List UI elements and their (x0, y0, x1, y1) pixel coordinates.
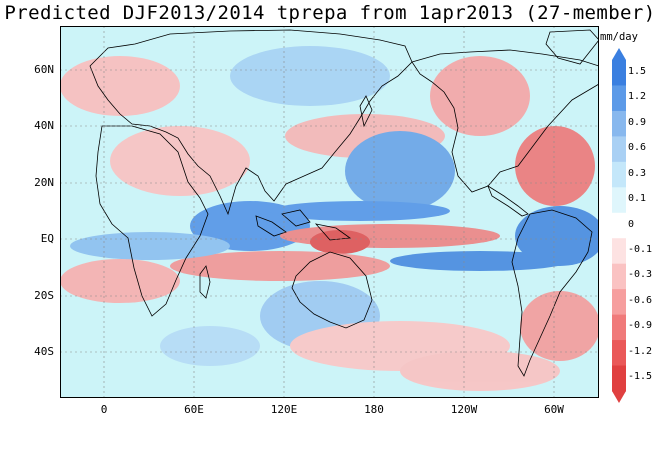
continents (89, 29, 599, 377)
dry-patch (400, 351, 560, 391)
colorbar-label: 0 (628, 218, 635, 230)
colorbar-label: -0.9 (628, 320, 653, 332)
maritime-continent (255, 209, 352, 241)
colorbar-segment (612, 340, 626, 367)
dry-patch (60, 56, 180, 116)
colorbar-segment (612, 212, 626, 239)
japan-coastline (359, 95, 373, 128)
colorbar (612, 48, 626, 403)
colorbar-label: 0.9 (628, 116, 647, 128)
colorbar-label: -0.6 (628, 294, 653, 306)
colorbar-segment (612, 365, 626, 392)
lon-label-0: 0 (100, 403, 108, 416)
colorbar-segment (612, 263, 626, 290)
colorbar-bottom-arrow (612, 391, 626, 403)
central-america-coastline (487, 185, 529, 217)
dry-patch (515, 126, 595, 206)
wet-patch (515, 206, 599, 266)
lat-label-40s: 40S (34, 345, 54, 358)
lon-label-60w: 60W (544, 403, 564, 416)
colorbar-label: -0.1 (628, 243, 653, 255)
lon-label-120w: 120W (450, 403, 478, 416)
north-america-coastline (411, 49, 599, 193)
gridlines (60, 26, 599, 398)
colorbar-segment (612, 161, 626, 188)
wet-patch (345, 131, 455, 211)
lat-label-60n: 60N (34, 63, 54, 76)
lon-label-120e: 120E (270, 403, 298, 416)
colorbar-segment (612, 238, 626, 265)
precipitation-anomaly-map (60, 26, 599, 398)
wet-patch (390, 251, 570, 271)
lat-label-40n: 40N (34, 119, 54, 132)
africa-coastline (95, 125, 209, 317)
wet-patch (230, 46, 390, 106)
lon-label-60e: 60E (184, 403, 204, 416)
colorbar-segment (612, 60, 626, 86)
madagascar-coastline (199, 265, 211, 299)
wet-patch (270, 201, 450, 221)
lat-label-20s: 20S (34, 289, 54, 302)
colorbar-label: 1.5 (628, 65, 647, 77)
australia-coastline (291, 251, 373, 329)
dry-patch (430, 56, 530, 136)
colorbar-segment (612, 314, 626, 341)
colorbar-segment (612, 289, 626, 316)
colorbar-segment (612, 110, 626, 137)
greenland-coastline (545, 29, 599, 65)
colorbar-label: -1.2 (628, 345, 653, 357)
south-america-coastline (511, 209, 593, 377)
map-frame (60, 26, 599, 398)
colorbar-label: 1.2 (628, 91, 647, 103)
wet-patch (160, 326, 260, 366)
colorbar-label: -0.3 (628, 269, 653, 281)
colorbar-segment (612, 187, 626, 214)
colorbar-label: 0.6 (628, 142, 647, 154)
wet-patch (70, 232, 230, 260)
colorbar-label: 0.1 (628, 193, 647, 205)
dry-patch (110, 126, 250, 196)
colorbar-label: 0.3 (628, 167, 647, 179)
anomaly-field (60, 46, 599, 391)
dry-patch (170, 251, 390, 281)
dry-patch (310, 230, 370, 254)
dry-patch (60, 259, 180, 303)
lat-label-20n: 20N (34, 176, 54, 189)
eurasia-coastline (89, 29, 413, 216)
colorbar-segment (612, 85, 626, 112)
lon-label-180: 180 (364, 403, 384, 416)
colorbar-unit: mm/day (600, 31, 638, 43)
colorbar-label: -1.5 (628, 371, 653, 383)
map-title: Predicted DJF2013/2014 tprepa from 1apr2… (4, 2, 656, 24)
colorbar-top-arrow (612, 48, 626, 60)
lat-label-eq: EQ (40, 232, 54, 245)
colorbar-segment (612, 136, 626, 163)
dry-patch (520, 291, 599, 361)
